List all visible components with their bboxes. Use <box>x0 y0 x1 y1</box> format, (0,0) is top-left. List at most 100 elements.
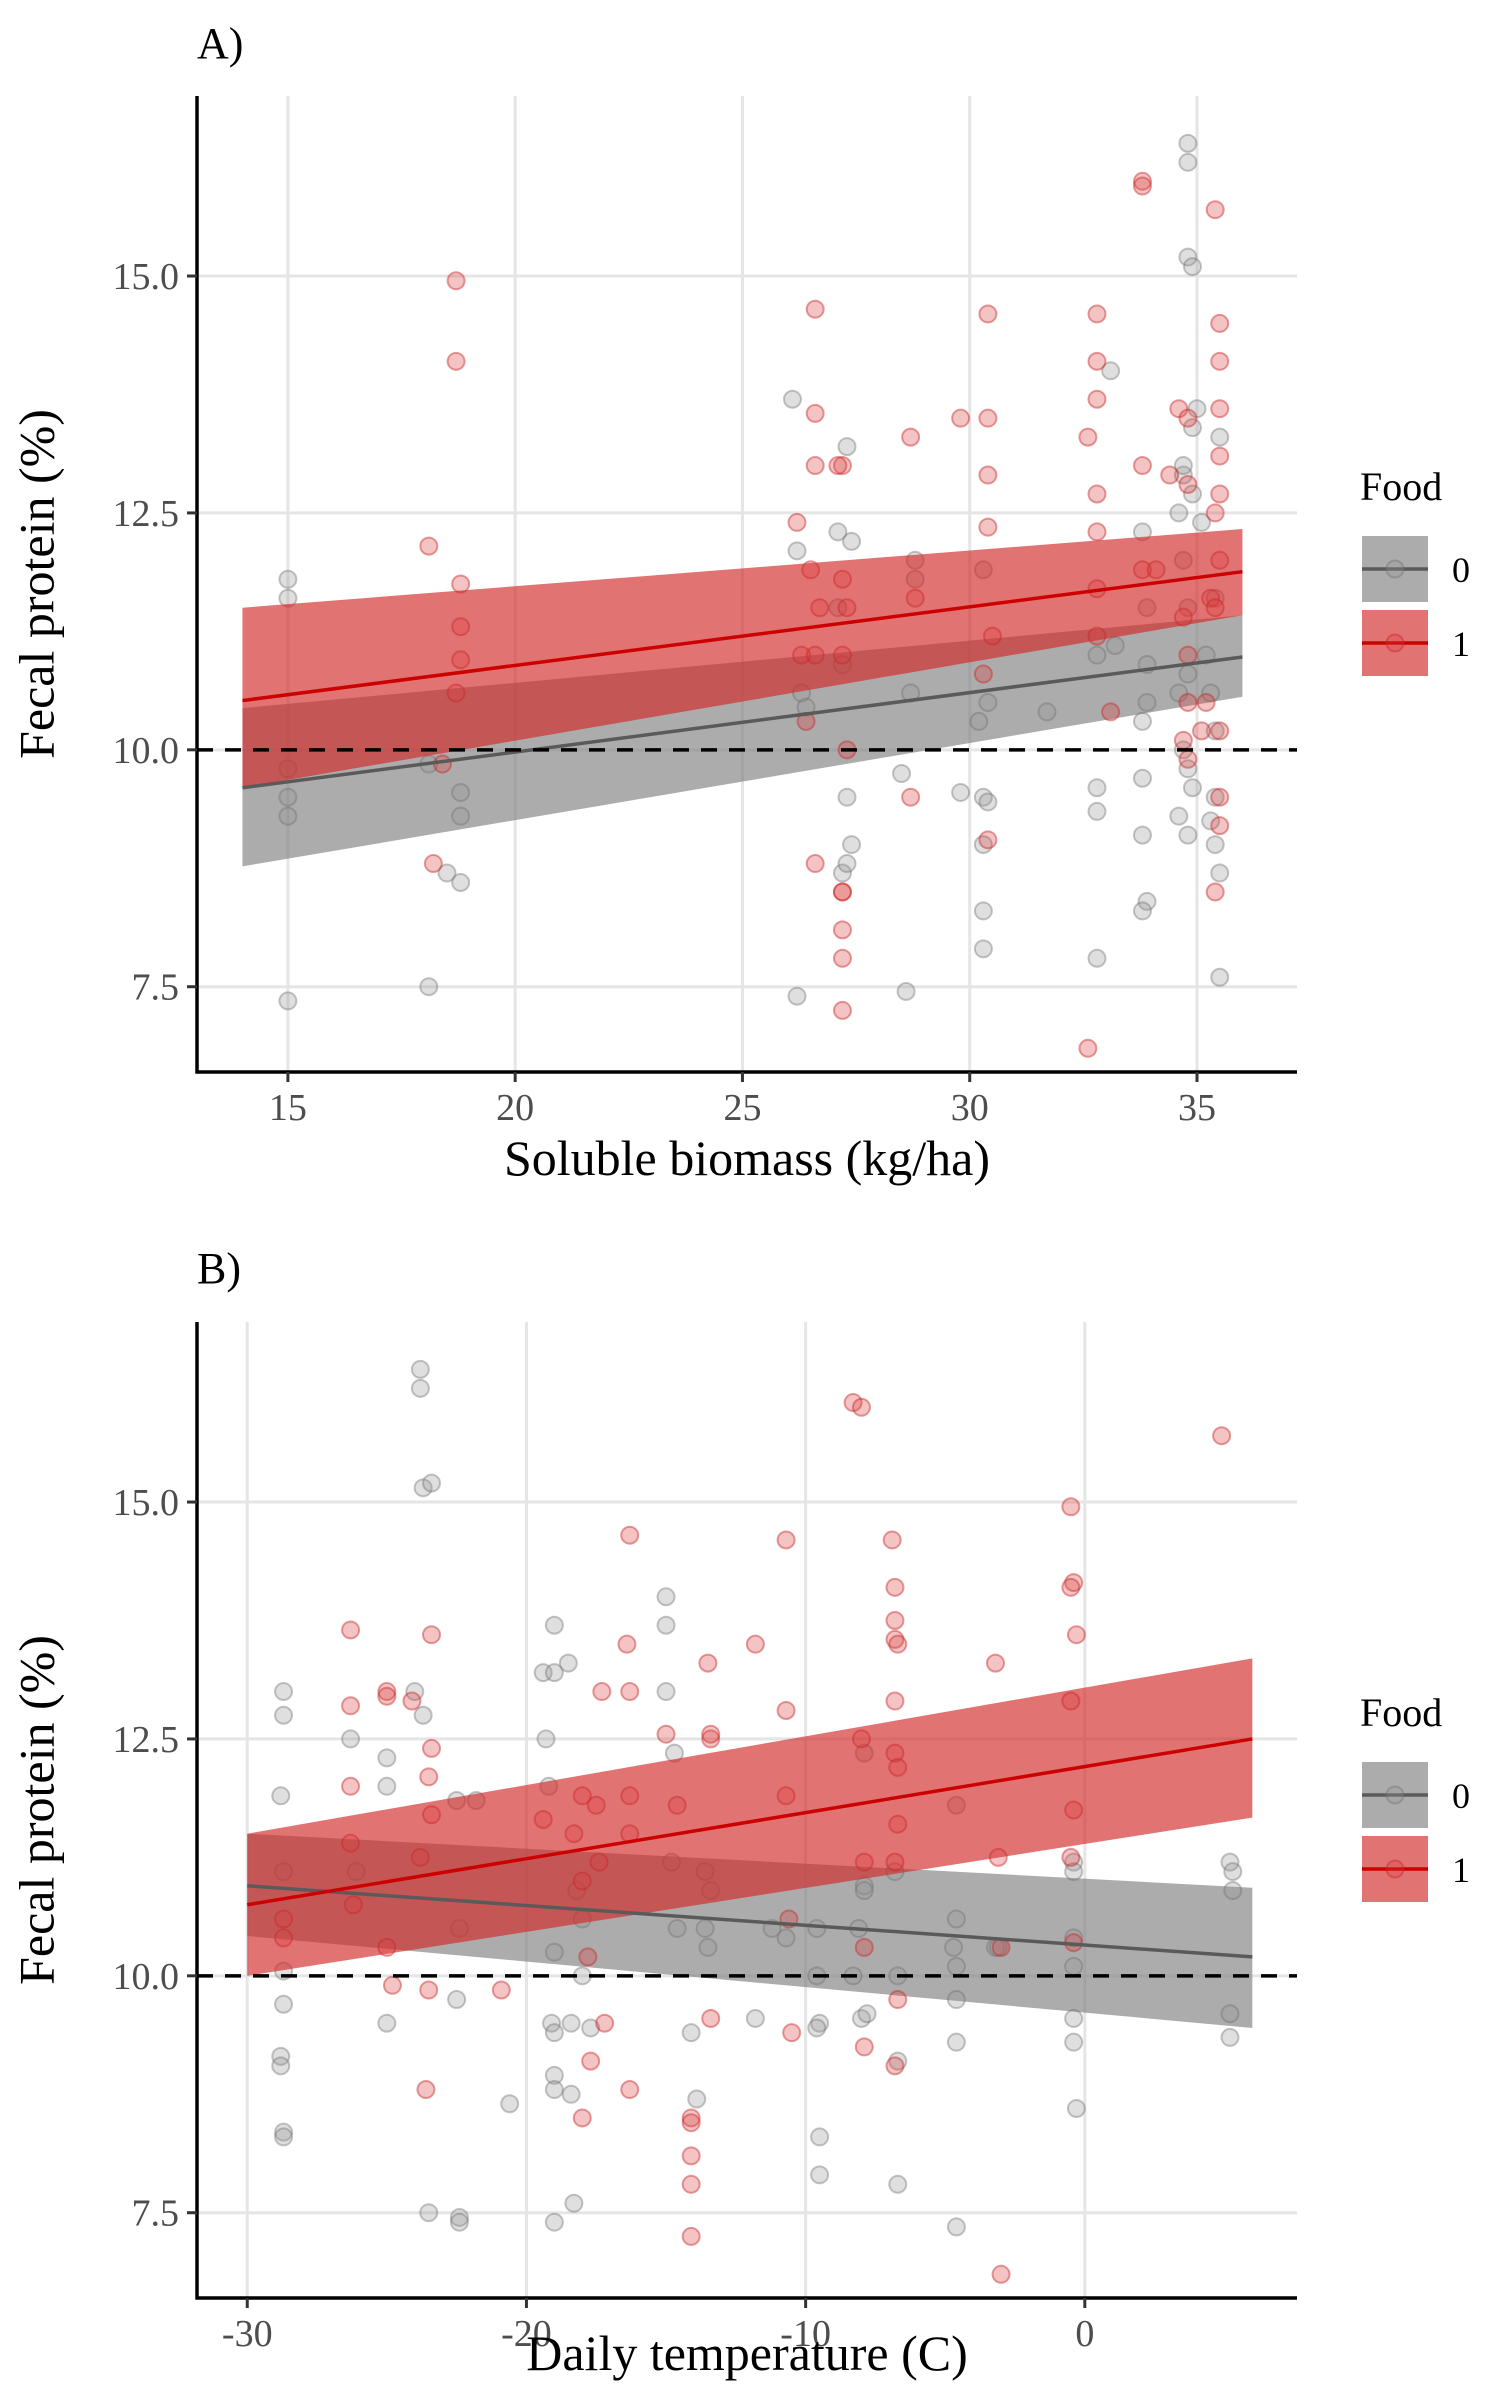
data-point <box>1223 1862 1243 1882</box>
data-point <box>776 1701 796 1721</box>
data-point <box>745 1634 765 1654</box>
points-1 <box>274 1393 1232 2284</box>
data-point <box>410 1847 430 1867</box>
data-point <box>592 1682 612 1702</box>
data-point <box>1064 1928 1084 1948</box>
data-point <box>1178 152 1198 172</box>
data-point <box>905 588 925 608</box>
y-tick-label: 7.5 <box>132 2193 180 2235</box>
x-tick-label: 30 <box>951 1087 989 1129</box>
data-point <box>377 1937 397 1957</box>
data-point <box>842 835 862 855</box>
data-point <box>885 1610 905 1630</box>
data-point <box>828 522 848 542</box>
data-point <box>278 991 298 1011</box>
data-point <box>1087 304 1107 324</box>
data-point <box>544 2065 564 2085</box>
data-point <box>581 2051 601 2071</box>
data-point <box>946 2217 966 2237</box>
data-point <box>341 1696 361 1716</box>
data-point <box>656 1587 676 1607</box>
data-point <box>341 1833 361 1853</box>
legend-item-1: 1 <box>1362 1836 1470 1902</box>
data-point <box>1178 475 1198 495</box>
data-point <box>837 787 857 807</box>
data-point <box>620 1682 640 1702</box>
data-point <box>1205 787 1225 807</box>
data-point <box>451 650 471 670</box>
data-point <box>1078 427 1098 447</box>
data-point <box>271 2046 291 2066</box>
data-point <box>402 1691 422 1711</box>
legend-title: Food <box>1360 464 1442 509</box>
data-point <box>888 2174 908 2194</box>
data-point <box>787 541 807 561</box>
data-point <box>832 920 852 940</box>
panel-label: A) <box>197 19 243 68</box>
data-point <box>274 1705 294 1725</box>
data-point <box>854 1881 874 1901</box>
data-point <box>810 2165 830 2185</box>
data-point <box>561 2013 581 2033</box>
data-point <box>787 512 807 532</box>
data-point <box>1169 806 1189 826</box>
y-tick-label: 15.0 <box>113 1482 180 1524</box>
data-point <box>544 2212 564 2232</box>
data-point <box>973 939 993 959</box>
data-point <box>807 2018 827 2038</box>
data-point <box>1210 816 1230 836</box>
data-point <box>620 1786 640 1806</box>
data-point <box>978 465 998 485</box>
legend-item-1: 1 <box>1362 610 1470 676</box>
trend-line-0 <box>247 1884 1253 1959</box>
data-point <box>1210 550 1230 570</box>
data-point <box>278 569 298 589</box>
data-point <box>1210 446 1230 466</box>
data-point <box>1087 626 1107 646</box>
data-point <box>1160 465 1180 485</box>
y-tick-label: 12.5 <box>113 493 180 535</box>
series-1 <box>247 1393 1253 2284</box>
data-point <box>782 389 802 409</box>
data-point <box>437 863 457 883</box>
data-point <box>410 1359 430 1379</box>
data-point <box>1205 721 1225 741</box>
data-point <box>656 1682 676 1702</box>
data-point <box>1132 901 1152 921</box>
data-point <box>973 787 993 807</box>
data-point <box>988 1847 1008 1867</box>
data-point <box>805 645 825 665</box>
data-point <box>1178 645 1198 665</box>
confidence-band-1 <box>242 529 1243 788</box>
data-point <box>832 569 852 589</box>
data-point <box>681 2174 701 2194</box>
data-point <box>1178 133 1198 153</box>
data-point <box>410 1378 430 1398</box>
data-point <box>687 2089 707 2109</box>
data-point <box>944 1937 964 1957</box>
data-point <box>405 1682 425 1702</box>
legend-point-0 <box>1385 559 1405 579</box>
data-point <box>807 1918 827 1938</box>
data-point <box>1201 811 1221 831</box>
data-point <box>533 1663 553 1683</box>
data-point <box>885 1743 905 1763</box>
data-point <box>1210 351 1230 371</box>
x-tick-label: 15 <box>269 1087 307 1129</box>
data-point <box>857 2004 877 2024</box>
data-point <box>810 2127 830 2147</box>
x-tick-label: -30 <box>222 2313 273 2355</box>
data-point <box>1182 778 1202 798</box>
data-point <box>1192 512 1212 532</box>
data-point <box>1087 389 1107 409</box>
data-point <box>832 645 852 665</box>
legend-point-1 <box>1385 633 1405 653</box>
panel-label: B) <box>197 1244 241 1293</box>
data-point <box>542 2013 562 2033</box>
data-point <box>586 1795 606 1815</box>
data-point <box>1201 683 1221 703</box>
data-point <box>1205 503 1225 523</box>
data-point <box>805 456 825 476</box>
data-point <box>1210 484 1230 504</box>
